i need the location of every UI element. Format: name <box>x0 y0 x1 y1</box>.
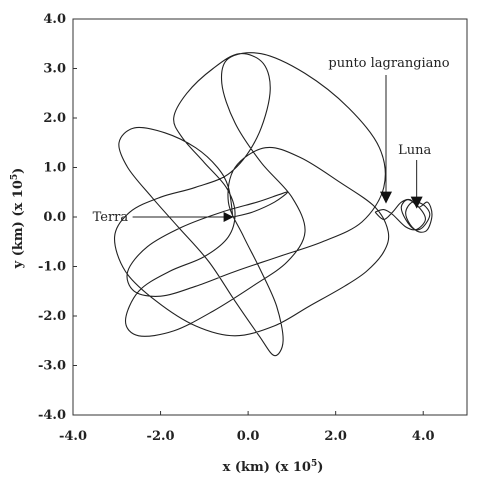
x-axis-label: x (km) (x 105) <box>223 459 324 475</box>
trajectory-group <box>114 52 433 357</box>
annotation-group: Terra punto lagrangiano Luna <box>93 56 450 225</box>
y-tick-group: 4.0 3.0 2.0 1.0 0.0 -1.0 -2.0 -3.0 -4.0 <box>38 12 77 423</box>
y-tick-label: -1.0 <box>38 260 66 275</box>
x-tick-label: 2.0 <box>324 429 347 444</box>
x-tick-label: 4.0 <box>412 429 435 444</box>
annotation-terra: Terra <box>93 210 129 225</box>
luna-arrowhead <box>410 196 423 209</box>
annotation-lagrange-point: punto lagrangiano <box>328 56 449 71</box>
x-tick-label: 0.0 <box>237 429 260 444</box>
y-tick-label: 3.0 <box>43 62 66 77</box>
trajectory-line-0 <box>114 52 390 357</box>
x-tick-label: -2.0 <box>147 429 175 444</box>
lagrange-arrowhead <box>380 191 393 204</box>
y-tick-label: 4.0 <box>43 12 66 27</box>
y-axis-label-exponent: 5 <box>10 174 20 180</box>
x-axis-label-exponent: 5 <box>311 459 317 469</box>
y-tick-label: 2.0 <box>43 111 66 126</box>
y-tick-label: 1.0 <box>43 161 66 176</box>
terra-arrowhead <box>223 212 234 222</box>
y-tick-label: 0.0 <box>43 210 66 225</box>
y-tick-label: -4.0 <box>38 408 66 423</box>
y-tick-label: -3.0 <box>38 359 66 374</box>
y-axis-label: y (km) (x 105) <box>10 168 26 270</box>
annotation-luna: Luna <box>398 143 431 158</box>
x-tick-label: -4.0 <box>59 429 87 444</box>
y-tick-label: -2.0 <box>38 309 66 324</box>
trajectory-line-1 <box>374 198 433 233</box>
x-tick-group: -4.0 -2.0 0.0 2.0 4.0 <box>59 411 435 444</box>
